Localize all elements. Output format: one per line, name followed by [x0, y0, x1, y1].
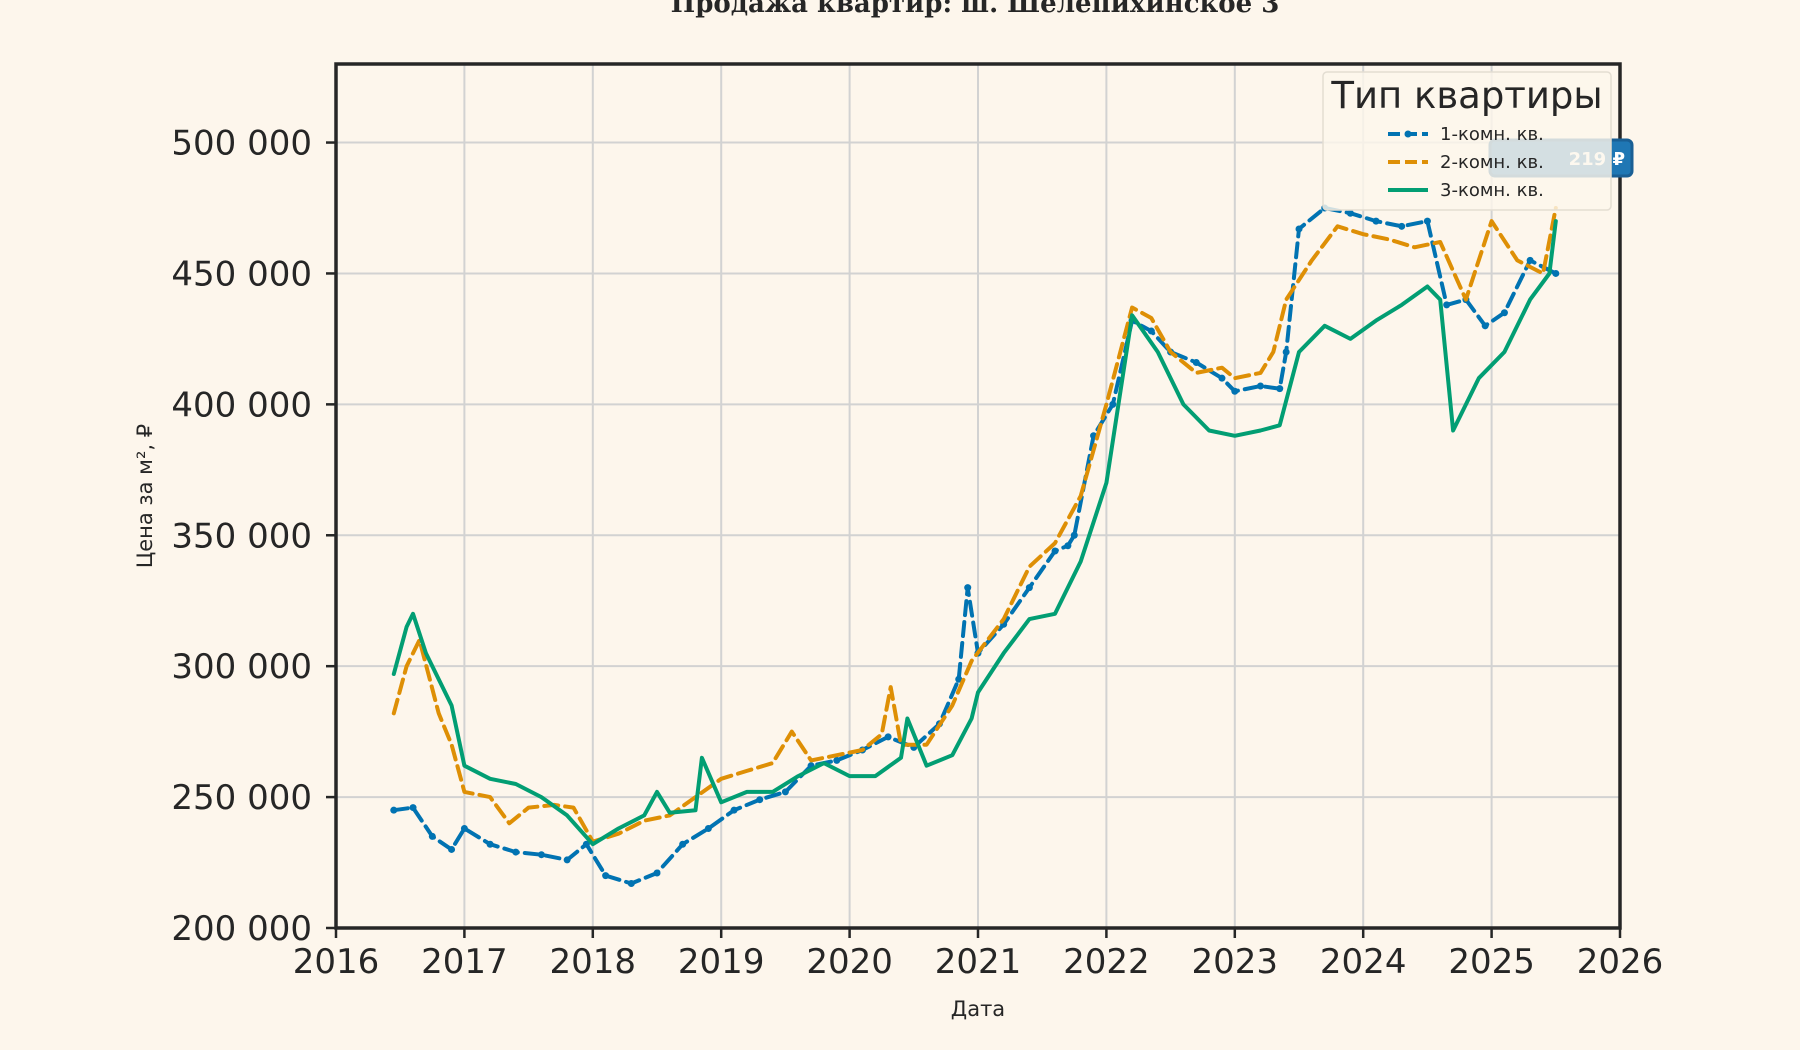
series-point-1 — [1218, 374, 1226, 382]
legend-items: 1-комн. кв. 2-комн. кв. 3-комн. кв. — [1388, 124, 1544, 201]
series-point-1 — [409, 804, 417, 812]
x-tick-label: 2021 — [935, 942, 1022, 982]
series-point-1 — [1295, 225, 1303, 233]
legend-box — [1322, 71, 1612, 211]
series-point-1 — [1372, 217, 1380, 225]
series-point-1 — [512, 848, 520, 856]
series-point-1 — [1109, 400, 1117, 408]
series-point-1 — [602, 872, 610, 880]
series-point-1 — [833, 756, 841, 764]
series-point-1 — [1552, 269, 1560, 277]
series-point-1 — [756, 796, 764, 804]
series-point-1 — [563, 856, 571, 864]
series-point-1 — [1051, 547, 1059, 555]
legend-label-2: 2-комн. кв. — [1440, 152, 1544, 173]
series-point-1 — [448, 845, 456, 853]
y-tick-label: 300 000 — [171, 647, 312, 687]
series-point-1 — [1231, 387, 1239, 395]
series-point-1 — [486, 840, 494, 848]
series-point-1 — [1398, 222, 1406, 230]
series-point-1 — [1192, 358, 1200, 366]
series-point-1 — [1500, 309, 1508, 317]
series-point-1 — [1526, 256, 1534, 264]
legend-label-3: 3-комн. кв. — [1440, 180, 1544, 201]
legend-marker-1 — [1404, 130, 1412, 138]
series-point-1 — [1070, 531, 1078, 539]
series-lines — [390, 204, 1560, 887]
series-point-1 — [1064, 542, 1072, 550]
series-point-1 — [884, 733, 892, 741]
series-point-1 — [1443, 301, 1451, 309]
series-point-1 — [1423, 217, 1431, 225]
series-point-1 — [964, 584, 972, 592]
series-point-1 — [1282, 348, 1290, 356]
y-axis-label: Цена за м², ₽ — [133, 424, 157, 568]
series-point-1 — [428, 832, 436, 840]
legend: Тип квартиры 1-комн. кв. 2-комн. кв. 3-ком… — [1322, 71, 1612, 211]
x-tick-label: 2019 — [678, 942, 765, 982]
series-point-1 — [730, 806, 738, 814]
chart-title: Продажа квартир: ш. Шелепихинское 3 — [671, 0, 1280, 19]
series-point-1 — [390, 806, 398, 814]
series-point-1 — [1256, 382, 1264, 390]
x-tick-label: 2024 — [1320, 942, 1407, 982]
series-point-1 — [627, 879, 635, 887]
x-tick-label: 2016 — [293, 942, 380, 982]
series-point-1 — [653, 869, 661, 877]
y-tick-label: 200 000 — [171, 909, 312, 949]
series-point-1 — [460, 825, 468, 833]
x-axis: 2016 2017 2018 2019 2020 2021 2022 2023 2024 2025… — [293, 928, 1664, 982]
x-tick-label: 2025 — [1448, 942, 1535, 982]
y-tick-label: 400 000 — [171, 385, 312, 425]
series-point-1 — [1346, 209, 1354, 217]
series-point-1 — [679, 840, 687, 848]
x-tick-label: 2018 — [550, 942, 637, 982]
x-tick-label: 2017 — [421, 942, 508, 982]
x-tick-label: 2026 — [1577, 942, 1664, 982]
legend-label-1: 1-комн. кв. — [1440, 124, 1544, 145]
series-point-1 — [781, 788, 789, 796]
series-point-1 — [1025, 584, 1033, 592]
x-axis-label: Дата — [951, 997, 1005, 1021]
x-tick-label: 2023 — [1192, 942, 1279, 982]
x-tick-label: 2020 — [806, 942, 893, 982]
y-tick-label: 350 000 — [171, 516, 312, 556]
y-tick-label: 450 000 — [171, 254, 312, 294]
y-tick-label: 500 000 — [171, 124, 312, 164]
y-axis: 200 000 250 000 300 000 350 000 400 000 450 0… — [171, 124, 336, 949]
series-point-1 — [1276, 385, 1284, 393]
x-tick-label: 2022 — [1063, 942, 1150, 982]
series-point-1 — [955, 675, 963, 683]
series-point-1 — [582, 840, 590, 848]
series-line-3 — [391, 219, 1558, 847]
series-point-1 — [537, 851, 545, 859]
series-point-1 — [1147, 327, 1155, 335]
legend-title: Тип квартиры — [1330, 74, 1602, 117]
series-point-1 — [704, 825, 712, 833]
y-tick-label: 250 000 — [171, 778, 312, 818]
series-point-1 — [1481, 322, 1489, 330]
